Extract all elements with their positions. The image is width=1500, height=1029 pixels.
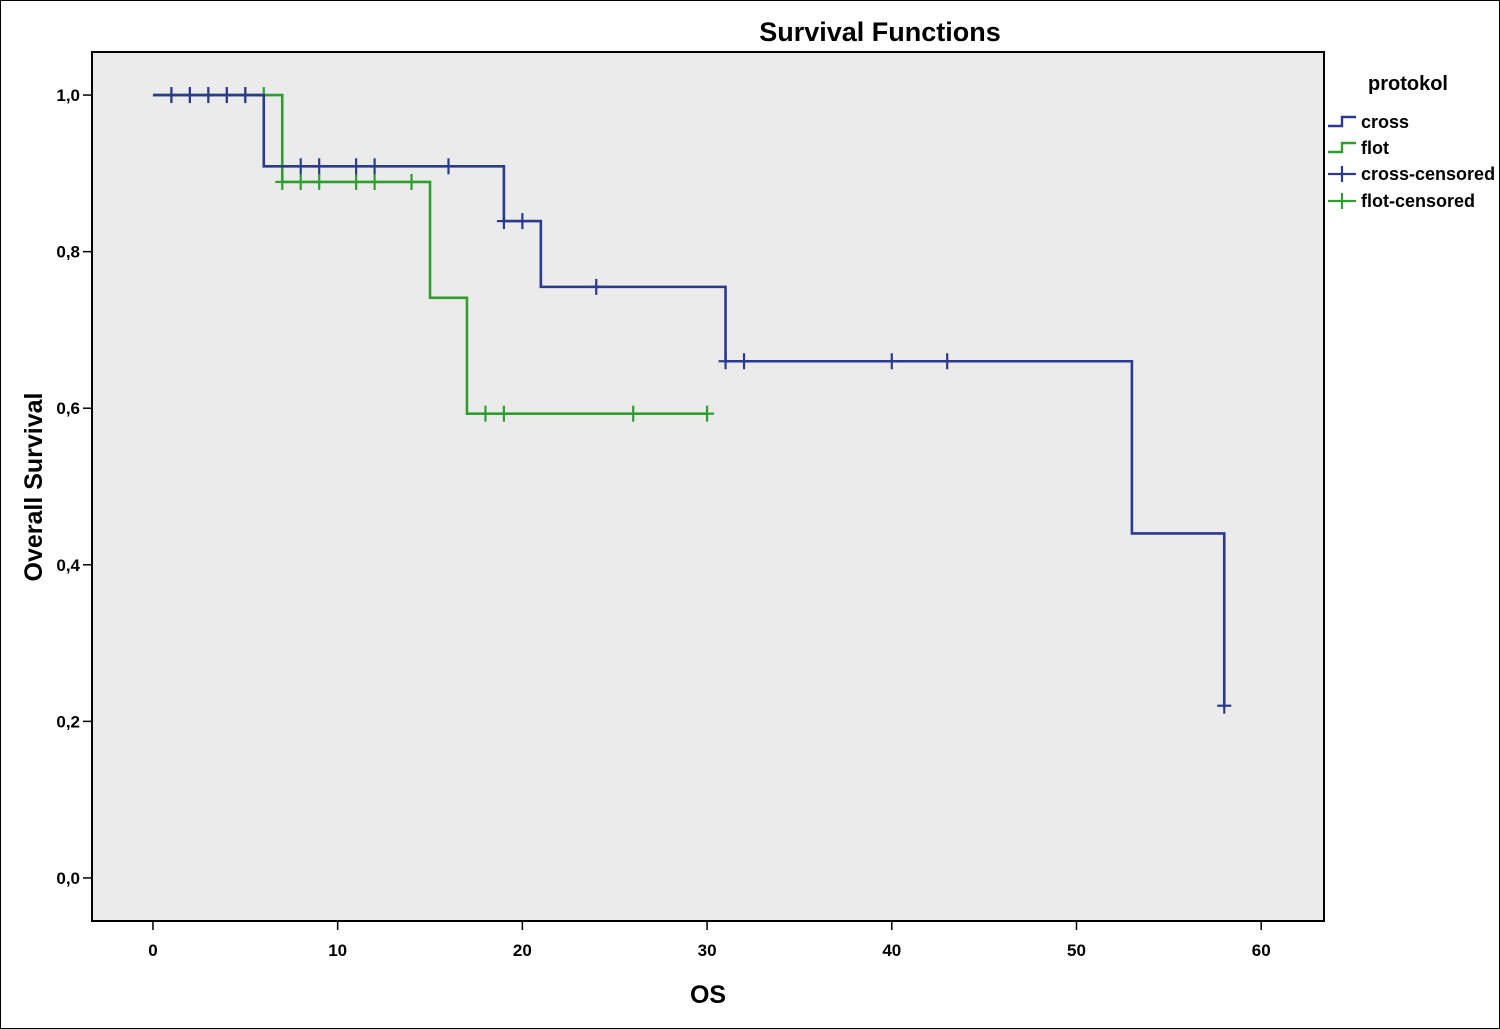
- x-tick-label: 60: [1252, 941, 1271, 960]
- cross-censor-mark: [219, 87, 234, 104]
- cross-censor-mark: [1217, 697, 1232, 714]
- cross-censor-mark: [367, 158, 382, 175]
- flot-censor-mark: [293, 173, 308, 190]
- flot-censor-mark: [349, 173, 364, 190]
- legend-item-cross-censored: cross-censored: [1328, 164, 1495, 184]
- y-tick-label: 0,0: [56, 869, 80, 888]
- y-tick-label: 1,0: [56, 86, 80, 105]
- cross-censor-mark: [496, 213, 511, 230]
- x-tick-label: 50: [1067, 941, 1086, 960]
- legend-step-swatch: [1328, 115, 1356, 128]
- y-tick-label: 0,6: [56, 399, 80, 418]
- y-axis: 0,0 0,2 0,4 0,6 0,8 1,0: [56, 86, 92, 888]
- cross-censor-mark: [884, 353, 899, 370]
- y-tick-label: 0,8: [56, 243, 80, 262]
- x-tick-label: 30: [698, 941, 717, 960]
- legend-step-swatch: [1328, 141, 1356, 154]
- legend-label: cross-censored: [1361, 164, 1495, 184]
- chart-title: Survival Functions: [759, 17, 1001, 47]
- flot-censor-mark: [367, 173, 382, 190]
- flot-survival-line: [152, 93, 708, 415]
- cross-censor-mark: [238, 87, 253, 104]
- legend-item-cross: cross: [1328, 112, 1409, 132]
- flot-censor-mark: [496, 405, 511, 422]
- legend-label: flot: [1361, 138, 1389, 158]
- flot-censor-mark: [626, 405, 641, 422]
- cross-censor-mark: [515, 213, 530, 230]
- cross-censor-mark: [441, 158, 456, 175]
- cross-censor-mark: [164, 87, 179, 104]
- cross-censor-mark: [737, 353, 752, 370]
- series-layer: [152, 87, 1232, 714]
- cross-censor-mark: [940, 353, 955, 370]
- cross-censor-mark: [201, 87, 216, 104]
- y-tick-label: 0,2: [56, 712, 80, 731]
- flot-censor-mark: [275, 173, 290, 190]
- cross-censor-mark: [293, 158, 308, 175]
- x-tick-label: 10: [328, 941, 347, 960]
- cross-censor-mark: [312, 158, 327, 175]
- legend-item-flot: flot: [1328, 138, 1389, 158]
- legend: protokol cross flot cross-censored flot-cen…: [1328, 73, 1495, 211]
- y-tick-label: 0,4: [56, 556, 80, 575]
- flot-censor-mark: [478, 405, 493, 422]
- flot-censor-mark: [404, 173, 419, 190]
- legend-title: protokol: [1368, 73, 1448, 95]
- x-tick-label: 20: [513, 941, 532, 960]
- cross-censor-mark: [349, 158, 364, 175]
- cross-survival-line: [152, 93, 1226, 706]
- cross-censor-mark: [182, 87, 197, 104]
- legend-label: flot-censored: [1361, 191, 1475, 211]
- x-axis-label: OS: [690, 981, 726, 1009]
- y-axis-label: Overall Survival: [20, 392, 48, 581]
- legend-label: cross: [1361, 112, 1409, 132]
- x-axis: 0 10 20 30 40 50 60: [148, 921, 1271, 960]
- x-tick-label: 0: [148, 941, 157, 960]
- plot-area: [91, 51, 1325, 922]
- flot-censor-mark: [700, 405, 715, 422]
- x-tick-label: 40: [882, 941, 901, 960]
- legend-item-flot-censored: flot-censored: [1328, 191, 1475, 211]
- flot-censor-mark: [312, 173, 327, 190]
- cross-censor-mark: [718, 353, 733, 370]
- cross-censor-mark: [589, 278, 604, 295]
